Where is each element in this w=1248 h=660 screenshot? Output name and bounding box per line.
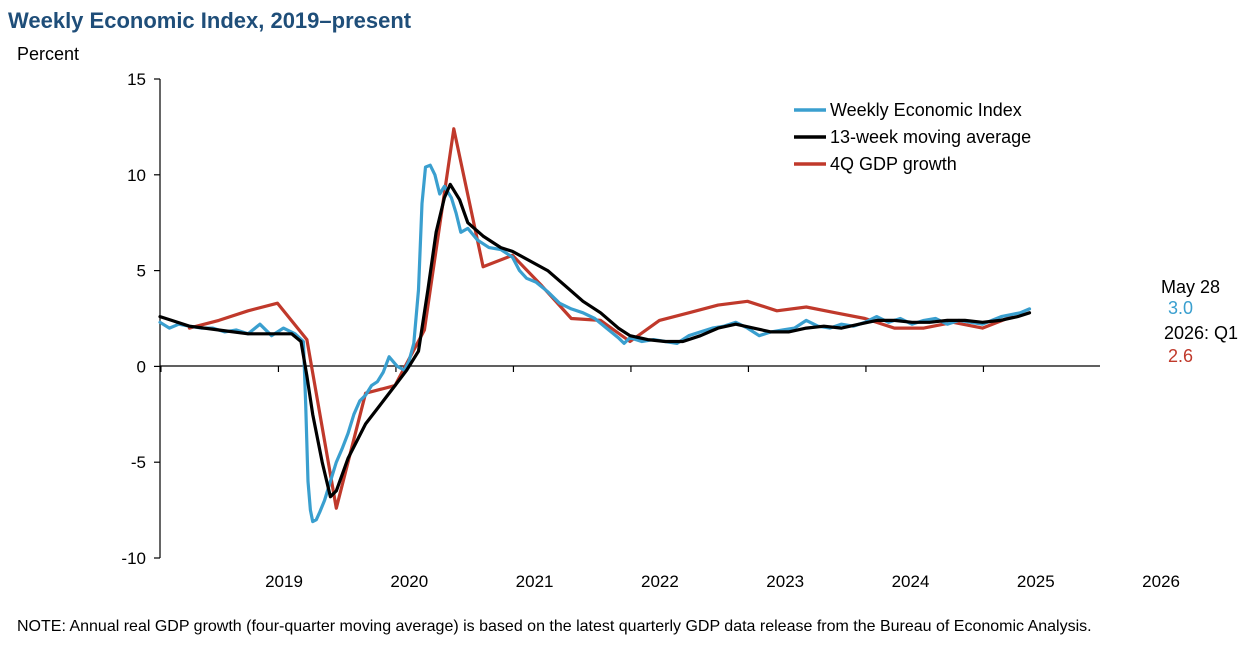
- x-tick-label: 2020: [390, 572, 428, 591]
- legend-label: Weekly Economic Index: [830, 100, 1022, 120]
- x-tick-label: 2021: [516, 572, 554, 591]
- axes: 15 10 5 0 -5 -10 2019 2020 2021 2022 2023 2024 2025 2…: [121, 70, 1180, 591]
- latest-wei-value: 3.0: [1167, 298, 1193, 318]
- legend-label: 4Q GDP growth: [830, 154, 957, 174]
- legend-label: 13-week moving average: [830, 127, 1031, 147]
- legend: Weekly Economic Index 13-week moving aver…: [794, 100, 1031, 174]
- x-tick-label: 2019: [265, 572, 303, 591]
- series-lines: [158, 127, 1032, 524]
- x-tick-label: 2022: [641, 572, 679, 591]
- x-tick-label: 2023: [766, 572, 804, 591]
- series-line-0: [158, 163, 1032, 524]
- y-axis-label: Percent: [17, 44, 80, 64]
- latest-gdp-value: 2.6: [1167, 346, 1193, 366]
- latest-gdp-label: 2026: Q1: [1163, 323, 1238, 343]
- series-line-1: [158, 182, 1032, 499]
- x-tick-label: 2024: [892, 572, 930, 591]
- y-tick-label: 0: [137, 357, 146, 376]
- y-tick-label: -10: [121, 549, 146, 568]
- series-line-2: [187, 127, 1014, 510]
- footnote: NOTE: Annual real GDP growth (four-quart…: [17, 618, 1092, 635]
- y-tick-label: 5: [137, 262, 146, 281]
- chart-title: Weekly Economic Index, 2019–present: [8, 8, 412, 33]
- y-tick-label: 10: [127, 166, 146, 185]
- x-tick-label: 2026: [1142, 572, 1180, 591]
- y-tick-label: 15: [127, 70, 146, 89]
- y-tick-label: -5: [131, 453, 146, 472]
- latest-date-label: May 28: [1160, 277, 1220, 297]
- x-tick-label: 2025: [1017, 572, 1055, 591]
